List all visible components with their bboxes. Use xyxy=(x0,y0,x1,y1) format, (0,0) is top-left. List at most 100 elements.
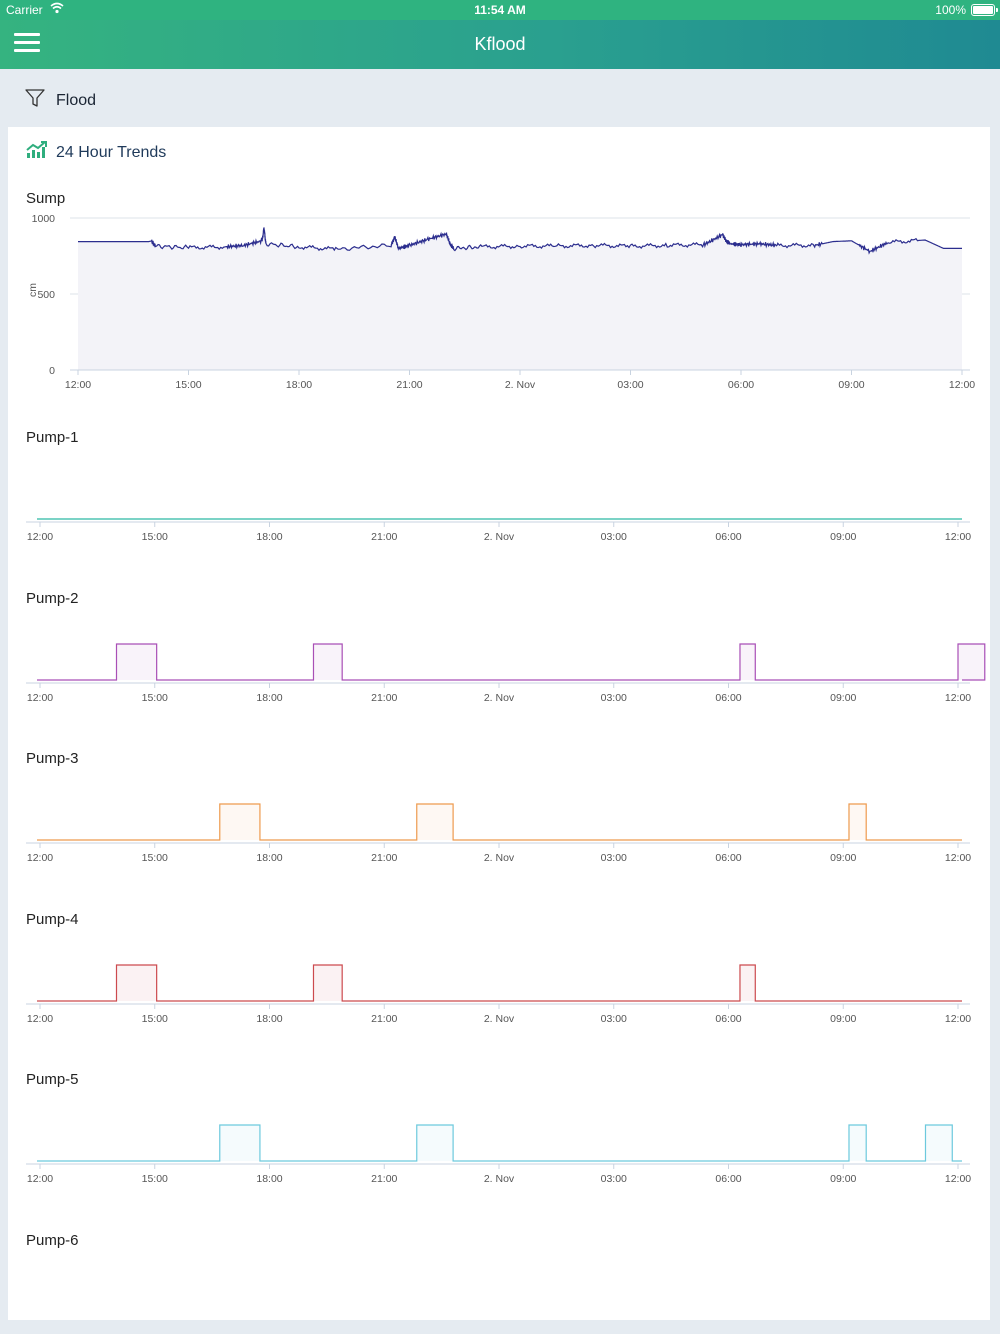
on-interval-1 xyxy=(219,1125,260,1161)
hamburger-menu-icon[interactable] xyxy=(14,33,40,55)
chart-title: Pump-4 xyxy=(26,911,79,928)
x-tick-label: 09:00 xyxy=(830,692,856,704)
x-tick-label: 12:00 xyxy=(27,852,53,864)
x-tick-label: 2. Nov xyxy=(484,1013,515,1025)
x-tick-label: 09:00 xyxy=(830,1173,856,1185)
x-tick-label: 15:00 xyxy=(142,531,168,543)
x-tick-label: 18:00 xyxy=(256,1173,282,1185)
x-tick-label: 21:00 xyxy=(371,1013,397,1025)
funnel-icon xyxy=(24,87,46,114)
pump-plot: 12:00 15:00 18:00 21:00 2. Nov 03:00 06:00 09:0… xyxy=(26,643,986,704)
x-tick-label: 09:00 xyxy=(838,379,864,391)
on-interval-2 xyxy=(416,1125,454,1161)
x-tick-label: 06:00 xyxy=(715,1013,741,1025)
x-tick-label: 12:00 xyxy=(949,379,975,391)
x-tick-label: 06:00 xyxy=(728,379,754,391)
x-tick-label: 18:00 xyxy=(286,379,312,391)
wifi-icon xyxy=(50,2,64,17)
trend-chart-icon xyxy=(26,141,48,164)
nav-bar: Kflood xyxy=(0,20,1000,69)
status-bar: Carrier 11:54 AM 100% xyxy=(0,0,1000,20)
filter-button[interactable]: Flood xyxy=(24,87,96,114)
x-tick-label: 2. Nov xyxy=(484,852,515,864)
x-tick-label: 15:00 xyxy=(175,379,201,391)
x-tick-label: 18:00 xyxy=(256,1013,282,1025)
chart-title: Pump-2 xyxy=(26,590,79,607)
x-tick-label: 12:00 xyxy=(27,1173,53,1185)
pump-plot xyxy=(8,1258,990,1320)
on-interval-1 xyxy=(116,965,157,1001)
x-tick-label: 03:00 xyxy=(601,1013,627,1025)
x-tick-label: 12:00 xyxy=(945,852,971,864)
x-tick-label: 15:00 xyxy=(142,692,168,704)
x-tick-label: 06:00 xyxy=(715,1173,741,1185)
sump-area xyxy=(78,227,962,370)
x-tick-label: 21:00 xyxy=(371,852,397,864)
sump-series-line xyxy=(78,227,962,255)
filter-label: Flood xyxy=(56,91,97,109)
on-interval-1 xyxy=(116,644,157,680)
x-tick-label: 12:00 xyxy=(945,1013,971,1025)
carrier-label: Carrier xyxy=(6,3,43,17)
x-tick-label: 12:00 xyxy=(27,531,53,543)
on-interval-4 xyxy=(925,1125,953,1161)
x-tick-label: 12:00 xyxy=(945,692,971,704)
x-tick-label: 21:00 xyxy=(396,379,422,391)
pump-plot: 12:00 15:00 18:00 21:00 2. Nov 03:00 06:00 09:0… xyxy=(26,518,971,543)
pump-3-chart: Pump-3 12:00 15:00 18:00 21:00 2. Nov 03:00 06… xyxy=(8,750,990,880)
on-interval-3 xyxy=(848,804,867,840)
chart-title: Sump xyxy=(26,190,66,207)
x-tick-label: 03:00 xyxy=(601,852,627,864)
sump-plot: 1000 500 0 cm 12:00 15:00 18:00 21:00 2. Nov 03:0… xyxy=(27,213,975,391)
filter-bar: Flood xyxy=(0,69,1000,127)
x-tick-label: 2. Nov xyxy=(484,692,515,704)
x-tick-label: 03:00 xyxy=(601,692,627,704)
chart-title: Pump-3 xyxy=(26,750,79,767)
on-interval-3 xyxy=(739,965,756,1001)
pump-state-line xyxy=(37,803,962,841)
x-tick-label: 2. Nov xyxy=(484,1173,515,1185)
x-tick-label: 03:00 xyxy=(601,531,627,543)
x-tick-label: 12:00 xyxy=(945,1173,971,1185)
pump-plot: 12:00 15:00 18:00 21:00 2. Nov 03:00 06:00 09:0… xyxy=(26,1124,971,1185)
on-interval-2 xyxy=(313,644,343,680)
pump-state-line xyxy=(37,643,986,681)
card-title: 24 Hour Trends xyxy=(56,143,167,161)
pump-state-line xyxy=(37,964,962,1002)
x-tick-label: 15:00 xyxy=(142,1173,168,1185)
app-title: Kflood xyxy=(474,34,526,54)
x-tick-label: 21:00 xyxy=(371,692,397,704)
y-tick-label: 1000 xyxy=(32,213,56,225)
x-tick-label: 12:00 xyxy=(27,1013,53,1025)
pump-4-chart: Pump-4 12:00 15:00 18:00 21:00 2. Nov 03:00 06… xyxy=(8,911,990,1041)
x-tick-label: 12:00 xyxy=(945,531,971,543)
clock: 11:54 AM xyxy=(474,3,526,17)
y-tick-label: 500 xyxy=(37,289,55,301)
x-tick-label: 06:00 xyxy=(715,692,741,704)
chart-title: Pump-5 xyxy=(26,1071,79,1088)
x-tick-label: 2. Nov xyxy=(505,379,536,391)
trends-card: 24 Hour Trends Sump 1000 500 0 cm 12:00 15:00… xyxy=(8,127,990,1320)
x-tick-label: 09:00 xyxy=(830,852,856,864)
x-tick-label: 2. Nov xyxy=(484,531,515,543)
y-axis-label: cm xyxy=(27,283,39,297)
on-interval-1 xyxy=(219,804,260,840)
battery-percent: 100% xyxy=(935,3,966,17)
battery-icon xyxy=(971,4,998,16)
x-tick-label: 03:00 xyxy=(617,379,643,391)
x-tick-label: 09:00 xyxy=(830,1013,856,1025)
x-tick-label: 21:00 xyxy=(371,531,397,543)
x-tick-label: 03:00 xyxy=(601,1173,627,1185)
x-tick-label: 15:00 xyxy=(142,852,168,864)
on-interval-2 xyxy=(416,804,454,840)
pump-plot: 12:00 15:00 18:00 21:00 2. Nov 03:00 06:00 09:0… xyxy=(26,964,971,1025)
x-tick-label: 15:00 xyxy=(142,1013,168,1025)
pump-1-chart: Pump-1 12:00 15:00 18:00 21:00 2. Nov 03:00 06… xyxy=(8,429,990,559)
pump-state-line xyxy=(37,1124,962,1162)
pump-5-chart: Pump-5 12:00 15:00 18:00 21:00 2. Nov 03:00 06… xyxy=(8,1071,990,1201)
x-tick-label: 18:00 xyxy=(256,531,282,543)
y-tick-label: 0 xyxy=(49,365,55,377)
chart-title: Pump-6 xyxy=(26,1232,79,1249)
x-tick-label: 09:00 xyxy=(830,531,856,543)
x-tick-label: 12:00 xyxy=(27,692,53,704)
